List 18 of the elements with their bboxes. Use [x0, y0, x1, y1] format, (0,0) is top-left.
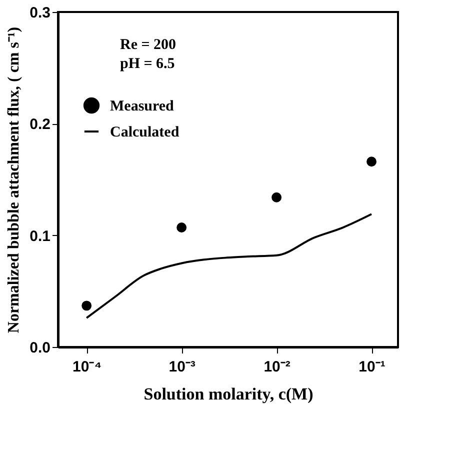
x-tick-label: 10⁻¹ [358, 358, 386, 376]
y-tick-label: 0.0 [30, 340, 50, 356]
x-axis-title: Solution molarity, c(M) [144, 384, 314, 404]
legend-label: Calculated [110, 124, 180, 140]
x-tick-label: 10⁻³ [168, 358, 196, 376]
point [82, 300, 92, 311]
x-tick-label: 10⁻⁴ [72, 358, 102, 376]
point [366, 156, 376, 167]
y-tick-label: 0.2 [30, 116, 50, 134]
legend-label: Measured [110, 98, 175, 114]
point [176, 222, 187, 232]
y-tick-label: 0.1 [30, 228, 50, 245]
y-tick-label: 0.3 [30, 4, 50, 22]
y-axis-title: Normalized bubble attachment flux, ( cm s⁻¹) [6, 26, 23, 334]
annotation: pH = 6.5 [120, 56, 175, 72]
annotation: Re = 200 [120, 37, 176, 53]
point [272, 192, 282, 202]
x-tick-label: 10⁻² [264, 358, 290, 376]
